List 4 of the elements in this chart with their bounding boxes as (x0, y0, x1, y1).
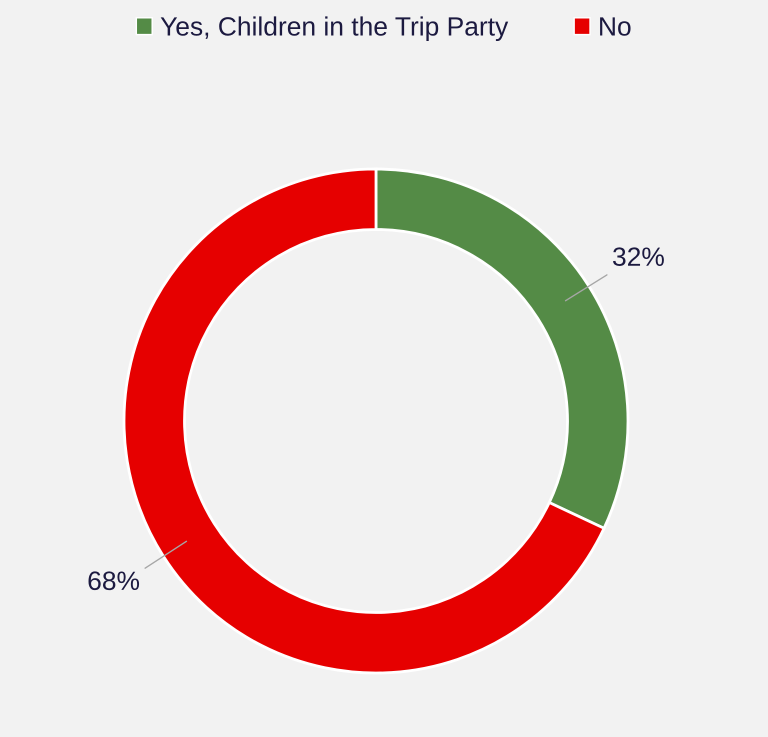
data-label: 32% (613, 247, 664, 266)
data-label: 68% (88, 571, 140, 590)
legend-label: Yes, Children in the Trip Party (160, 16, 508, 41)
legend-label: No (600, 17, 631, 36)
